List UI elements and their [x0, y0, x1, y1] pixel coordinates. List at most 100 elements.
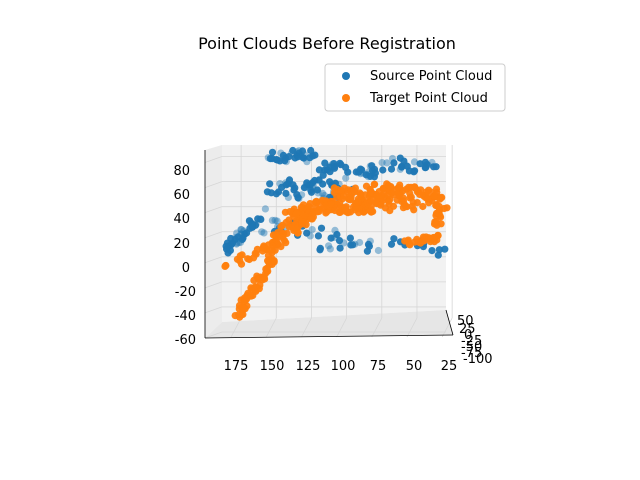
source-point: [228, 239, 236, 247]
legend: Source Point Cloud Target Point Cloud: [324, 63, 506, 112]
source-point: [285, 176, 294, 184]
chart-title: Point Clouds Before Registration: [198, 34, 456, 53]
target-point: [370, 180, 378, 188]
source-point: [396, 154, 404, 162]
target-point: [236, 257, 244, 265]
target-point: [322, 209, 330, 217]
source-point: [311, 176, 319, 185]
gridline-z-side: [204, 331, 223, 339]
target-point: [250, 254, 258, 262]
source-point: [307, 186, 315, 194]
target-point: [299, 213, 307, 221]
target-point: [432, 219, 440, 227]
target-point: [270, 258, 278, 266]
gridline-x-floor: [230, 317, 242, 338]
target-point: [384, 191, 392, 199]
y-tick-label: -100: [463, 352, 493, 367]
z-tick-label: -40: [175, 309, 196, 324]
source-point: [237, 225, 245, 234]
target-point: [277, 233, 285, 241]
target-point: [238, 251, 246, 259]
z-tick-label: 0: [182, 261, 190, 276]
source-point: [321, 159, 329, 167]
gridline-z-side: [204, 256, 223, 264]
target-point: [235, 311, 243, 319]
source-point: [224, 249, 232, 257]
x-tick-label: 75: [370, 359, 387, 374]
y-tick-label: 25: [459, 322, 476, 337]
gridline-x-floor: [371, 317, 383, 338]
gridline-x-floor: [265, 317, 277, 338]
target-point: [387, 183, 395, 191]
target-point: [292, 210, 300, 218]
source-point: [295, 147, 303, 155]
target-point: [221, 262, 229, 270]
source-point: [379, 166, 387, 174]
x-tick-label: 150: [260, 359, 285, 374]
source-point: [317, 224, 326, 232]
source-point: [282, 189, 290, 197]
source-point: [387, 165, 396, 173]
source-point: [240, 227, 248, 235]
source-point: [405, 167, 413, 175]
source-point: [293, 148, 301, 156]
source-point: [257, 215, 265, 223]
x-tick-label: 125: [296, 359, 321, 374]
gridlines: [204, 145, 453, 339]
legend-marker-source: [342, 72, 350, 80]
source-point: [268, 216, 276, 224]
source-point: [435, 246, 443, 254]
gridline-z-side: [204, 181, 223, 188]
source-point: [222, 242, 230, 250]
z-tick-label: -20: [175, 285, 196, 300]
target-point: [413, 199, 421, 207]
z-tick-label: 60: [173, 188, 190, 203]
target-point: [402, 185, 410, 193]
target-point: [263, 264, 271, 272]
gridline-x-floor: [441, 317, 453, 338]
target-point: [340, 184, 349, 192]
target-point: [250, 285, 258, 293]
source-point: [434, 251, 442, 259]
target-point: [303, 206, 311, 214]
source-point: [315, 166, 323, 174]
target-point: [240, 304, 248, 312]
source-point: [411, 167, 419, 175]
target-point: [399, 194, 407, 202]
y-tick-labels: 50 25 0 -25 -50 -75 -100: [457, 314, 493, 367]
y-axis-line: [445, 309, 454, 336]
source-point: [371, 169, 379, 177]
target-point: [410, 183, 419, 191]
target-point: [312, 203, 320, 211]
source-point: [271, 216, 279, 224]
scatter-points: [221, 146, 451, 321]
source-point: [309, 181, 317, 189]
x-tick-label: 100: [331, 359, 356, 374]
source-point: [421, 164, 429, 172]
gridline-z-side: [204, 231, 223, 239]
source-point: [421, 158, 429, 166]
target-point: [327, 200, 335, 208]
source-point: [326, 245, 334, 253]
target-point: [244, 255, 252, 263]
source-point: [337, 161, 345, 169]
x-tick-labels: 175 150 125 100 75 50 25: [224, 359, 458, 374]
source-point: [272, 190, 280, 198]
source-point: [327, 234, 335, 242]
source-point: [325, 242, 333, 250]
source-point: [264, 154, 272, 162]
source-point: [303, 229, 311, 237]
source-point: [261, 205, 269, 213]
source-point: [308, 226, 316, 234]
source-point: [336, 244, 344, 252]
legend-label-source: Source Point Cloud: [370, 69, 492, 84]
target-point: [247, 292, 255, 300]
source-point: [278, 183, 286, 191]
source-point: [248, 223, 256, 231]
source-point: [313, 186, 321, 194]
source-point: [302, 181, 310, 189]
target-point: [410, 206, 418, 214]
target-point: [264, 257, 272, 265]
source-point: [258, 228, 266, 236]
y-tick-label: 0: [464, 328, 472, 343]
